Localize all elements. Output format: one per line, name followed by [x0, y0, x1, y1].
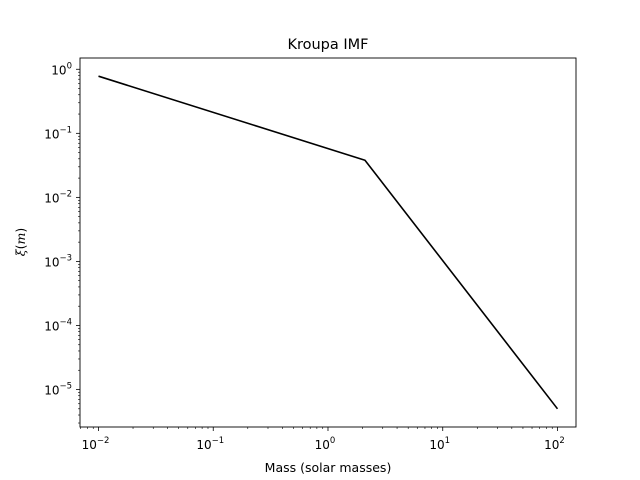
- y-tick-label: 10−2: [44, 189, 72, 205]
- y-axis-label-open-paren: (: [13, 244, 28, 249]
- chart-title: Kroupa IMF: [287, 37, 368, 53]
- x-tick-label: 100: [315, 436, 336, 452]
- series-line-0: [98, 75, 559, 410]
- y-tick-label: 10−5: [44, 382, 72, 398]
- x-tick-label: 101: [429, 436, 450, 452]
- x-tick-label: 10−1: [196, 436, 224, 452]
- x-axis-label: Mass (solar masses): [265, 460, 392, 475]
- y-axis-label-arg: m: [13, 233, 28, 245]
- y-axis-label-close-paren: ): [13, 228, 28, 233]
- x-tick-label: 102: [544, 436, 565, 452]
- plot-frame: [79, 57, 577, 428]
- y-tick-label: 10−4: [44, 317, 72, 333]
- y-axis-label-symbol: ξ: [13, 248, 28, 256]
- series-layer: [98, 75, 559, 410]
- y-axis-label: ξ(m): [13, 228, 28, 257]
- y-tick-label: 10−1: [44, 125, 72, 141]
- x-tick-label: 10−2: [82, 436, 110, 452]
- y-tick-label: 10−3: [44, 253, 72, 269]
- y-tick-label: 100: [51, 61, 72, 77]
- major-ticks: 10−2 10−1 100 101 102 100 10−1 10−2 10−3 10−4 10−5: [44, 61, 565, 452]
